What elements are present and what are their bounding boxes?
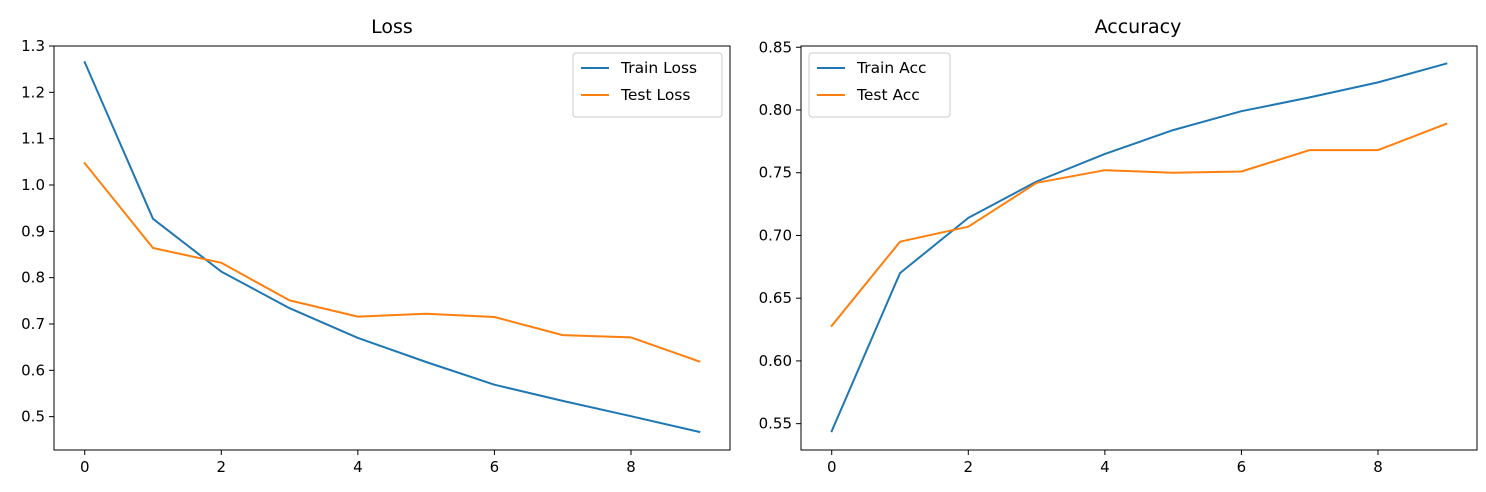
train-acc-line xyxy=(830,62,1448,433)
accuracy-xtick-label: 6 xyxy=(1237,458,1247,476)
accuracy-xtick-label: 0 xyxy=(827,458,837,476)
loss-chart-legend: Train Loss Test Loss xyxy=(572,52,723,118)
train-loss-line xyxy=(83,60,701,434)
test-acc-legend-label: Test Acc xyxy=(856,86,920,104)
accuracy-xtick-label: 8 xyxy=(1373,458,1383,476)
test-loss-line xyxy=(83,161,701,363)
loss-chart-frame xyxy=(53,45,731,451)
accuracy-ytick-label: 0.70 xyxy=(759,226,792,244)
accuracy-chart-frame xyxy=(800,45,1478,451)
loss-legend-box xyxy=(572,52,723,118)
accuracy-chart-legend: Train Acc Test Acc xyxy=(808,52,951,118)
train-loss-legend-label: Train Loss xyxy=(620,59,697,77)
accuracy-ytick-label: 0.80 xyxy=(759,101,792,119)
accuracy-chart-series xyxy=(830,62,1448,433)
accuracy-ytick-label: 0.75 xyxy=(759,164,792,182)
accuracy-chart: Accuracy 0 2 4 6 8 0.55 0.60 0.65 0.70 0.75 0.80 0.… xyxy=(759,16,1478,476)
loss-chart: Loss 0 2 4 6 8 0.5 0.6 0.7 0.8 0.9 1.0 1.1 1.2 1.3 Tr… xyxy=(21,16,731,476)
loss-ytick-label: 0.5 xyxy=(21,408,45,426)
accuracy-xtick-label: 2 xyxy=(964,458,974,476)
test-acc-line xyxy=(830,122,1448,328)
loss-ytick-label: 0.7 xyxy=(21,315,45,333)
accuracy-ytick-label: 0.65 xyxy=(759,289,792,307)
accuracy-chart-title: Accuracy xyxy=(1095,16,1182,38)
loss-xtick-label: 4 xyxy=(353,458,363,476)
test-loss-legend-label: Test Loss xyxy=(620,86,690,104)
loss-chart-title: Loss xyxy=(371,16,413,38)
loss-chart-series xyxy=(83,60,701,434)
accuracy-ytick-label: 0.60 xyxy=(759,352,792,370)
loss-chart-axes: 0 2 4 6 8 0.5 0.6 0.7 0.8 0.9 1.0 1.1 1.2 1.3 xyxy=(21,37,636,476)
train-acc-legend-label: Train Acc xyxy=(856,59,927,77)
loss-ytick-label: 0.6 xyxy=(21,361,45,379)
loss-xtick-label: 0 xyxy=(80,458,90,476)
loss-xtick-label: 6 xyxy=(490,458,500,476)
loss-ytick-label: 1.3 xyxy=(21,37,45,55)
accuracy-ytick-label: 0.85 xyxy=(759,38,792,56)
accuracy-ytick-label: 0.55 xyxy=(759,415,792,433)
loss-xtick-label: 8 xyxy=(626,458,636,476)
loss-ytick-label: 1.1 xyxy=(21,130,45,148)
accuracy-chart-axes: 0 2 4 6 8 0.55 0.60 0.65 0.70 0.75 0.80 0.85 xyxy=(759,38,1383,476)
loss-ytick-label: 0.9 xyxy=(21,222,45,240)
accuracy-xtick-label: 4 xyxy=(1100,458,1110,476)
loss-ytick-label: 1.0 xyxy=(21,176,45,194)
loss-xtick-label: 2 xyxy=(217,458,227,476)
loss-ytick-label: 0.8 xyxy=(21,269,45,287)
loss-ytick-label: 1.2 xyxy=(21,83,45,101)
